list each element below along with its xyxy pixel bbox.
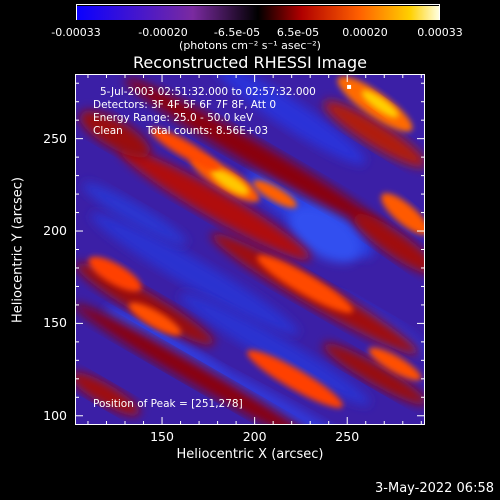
heatmap-region [322,342,425,406]
heatmap-plot-area [75,74,425,425]
heatmap-hotspot [381,193,425,235]
heatmap-region [124,78,386,230]
heatmap-image [75,74,425,425]
info-line: Energy Range: 25.0 - 50.0 keV [93,112,254,124]
colorbar-gradient [77,6,439,20]
colorbar-tick-label: 6.5e-05 [276,26,320,39]
y-tick-label: 100 [43,407,67,423]
x-axis-label: Heliocentric X (arcsec) [176,447,324,462]
heatmap-region [148,337,362,425]
heatmap-region [90,212,300,336]
heatmap-hotspot [368,347,422,381]
timestamp: 3-May-2022 06:58 [375,481,494,496]
heatmap-region [82,182,188,246]
heatmap-hotspot [210,168,250,196]
heatmap-region [75,262,215,346]
colorbar-tick-label: -0.00033 [51,26,101,39]
x-tick-label: 200 [242,429,267,444]
heatmap-region [214,74,366,165]
x-tick-label: 250 [335,429,360,444]
info-line: 5-Jul-2003 02:51:32.000 to 02:57:32.000 [100,86,316,98]
heatmap-hotspot [150,127,220,171]
heatmap-hotspot [257,255,353,313]
x-tick-label: 150 [150,429,174,444]
colorbar-tick-label: -0.00020 [138,26,188,39]
heatmap-hotspot [253,180,297,208]
heatmap-hotspot [247,350,343,408]
heatmap-region [119,147,311,261]
colorbar-tick-label: 0.00033 [417,26,463,39]
info-line: Detectors: 3F 4F 5F 6F 7F 8F, Att 0 [93,99,277,111]
heatmap-region [323,100,425,168]
colorbar [76,4,440,20]
chart-title: Reconstructed RHESSI Image [133,53,367,72]
info-algorithm: Clean [93,125,123,137]
peak-position-label: Position of Peak = [251,278] [93,398,243,410]
heatmap-region [353,213,425,275]
y-tick-label: 250 [43,130,67,146]
heatmap-region [75,303,317,425]
heatmap-region [79,110,151,158]
y-tick-label: 150 [43,315,67,331]
heatmap-hotspot [361,90,399,118]
heatmap-hotspot [128,302,182,336]
peak-marker [347,84,352,89]
heatmap-hotspot [88,256,142,292]
y-tick-label: 200 [43,223,67,239]
colorbar-tick-label: 0.00020 [342,26,388,39]
info-total-counts: Total counts: 8.56E+03 [146,125,269,137]
heatmap-region [179,292,371,406]
heatmap-region [75,372,140,416]
colorbar-units: (photons cm⁻² s⁻¹ asec⁻²) [179,39,321,52]
colorbar-tick-label: -6.5e-05 [213,26,261,39]
heatmap-region [289,205,361,263]
y-axis-label: Heliocentric Y (arcsec) [10,177,26,323]
